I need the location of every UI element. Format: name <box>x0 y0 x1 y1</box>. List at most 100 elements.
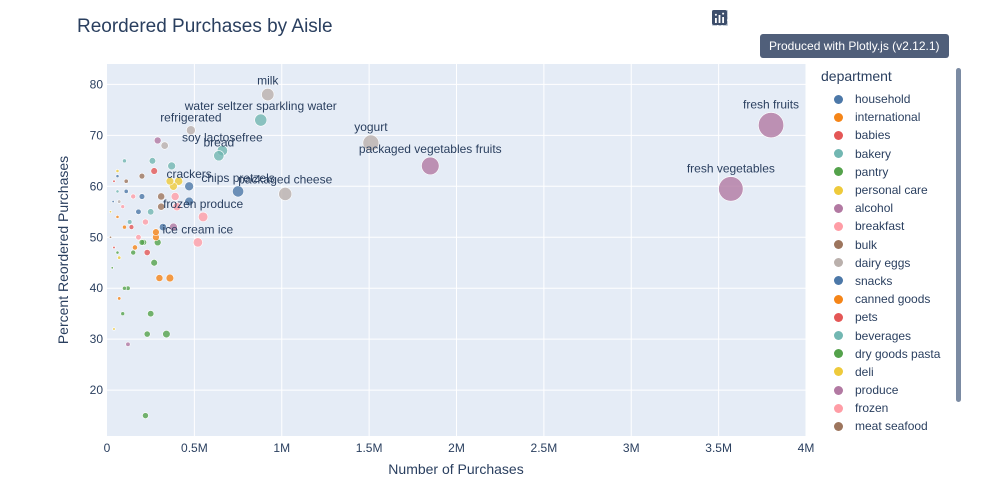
scatter-point[interactable] <box>123 188 129 194</box>
scatter-point[interactable] <box>152 228 160 236</box>
box-select-icon[interactable] <box>712 10 806 28</box>
pan-icon[interactable] <box>712 10 782 28</box>
scatter-point[interactable] <box>115 174 120 179</box>
scatter-point[interactable] <box>165 177 175 186</box>
scatter-point[interactable] <box>172 202 182 212</box>
scatter-point[interactable] <box>186 125 196 136</box>
scatter-point[interactable] <box>112 245 116 250</box>
scatter-point[interactable] <box>160 141 169 150</box>
legend-item[interactable]: pets <box>812 308 962 326</box>
legend-item[interactable]: meat seafood <box>812 417 962 435</box>
scatter-point[interactable] <box>213 150 225 162</box>
scatter-point[interactable] <box>128 224 135 230</box>
scatter-point[interactable] <box>138 239 146 246</box>
legend-item[interactable]: personal care <box>812 181 962 199</box>
scatter-point[interactable] <box>147 208 155 216</box>
legend-item[interactable]: beverages <box>812 326 962 344</box>
scatter-point[interactable] <box>138 172 146 180</box>
lasso-select-icon[interactable] <box>714 10 830 28</box>
scatter-point[interactable] <box>153 136 162 145</box>
scatter-point[interactable] <box>155 274 164 282</box>
scatter-point[interactable] <box>278 187 293 201</box>
scatter-point[interactable] <box>115 169 120 173</box>
zoom-out-icon[interactable] <box>712 10 878 28</box>
scatter-point[interactable] <box>148 157 157 165</box>
scatter-point[interactable] <box>122 285 127 291</box>
scatter-point[interactable] <box>421 156 440 176</box>
scatter-point[interactable] <box>108 210 112 214</box>
legend-item[interactable]: bulk <box>812 236 962 254</box>
scatter-point[interactable] <box>110 266 114 270</box>
scatter-point[interactable] <box>169 222 178 232</box>
scatter-point[interactable] <box>135 208 142 215</box>
scatter-point[interactable] <box>117 296 122 301</box>
home-icon[interactable] <box>712 10 926 28</box>
scatter-point[interactable] <box>125 341 131 347</box>
scatter-point[interactable] <box>174 176 184 186</box>
scatter-point[interactable] <box>142 218 149 226</box>
scatter-point[interactable] <box>138 193 146 200</box>
scatter-point[interactable] <box>117 199 122 204</box>
legend-item[interactable]: babies <box>812 126 962 144</box>
scatter-point[interactable] <box>111 200 115 204</box>
scatter-point[interactable] <box>232 185 244 198</box>
legend-item[interactable]: dairy eggs <box>812 254 962 272</box>
scatter-point[interactable] <box>117 255 122 260</box>
scatter-point[interactable] <box>120 311 125 316</box>
scatter-point[interactable] <box>115 214 120 219</box>
scatter-point[interactable] <box>158 223 167 232</box>
legend-item[interactable]: dry goods pasta <box>812 345 962 363</box>
legend-item[interactable]: international <box>812 108 962 126</box>
scatter-point[interactable] <box>108 235 112 239</box>
legend-item[interactable]: deli <box>812 363 962 381</box>
scatter-point[interactable] <box>150 259 158 267</box>
legend-item[interactable]: produce <box>812 381 962 399</box>
scatter-point[interactable] <box>184 181 194 192</box>
scatter-point[interactable] <box>718 176 744 202</box>
scatter-point[interactable] <box>147 310 155 318</box>
scatter-point[interactable] <box>130 193 137 200</box>
legend-item[interactable]: pantry <box>812 163 962 181</box>
autoscale-icon[interactable] <box>712 10 902 28</box>
scatter-point[interactable] <box>115 250 120 255</box>
scatter-point[interactable] <box>758 112 785 139</box>
scatter-point[interactable] <box>143 249 151 256</box>
scatter-point[interactable] <box>197 211 209 222</box>
legend-item[interactable]: frozen <box>812 399 962 417</box>
scatter-point[interactable] <box>122 158 127 164</box>
legend-item[interactable]: canned goods <box>812 290 962 308</box>
scatter-point[interactable] <box>157 192 166 201</box>
legend-item[interactable]: household <box>812 90 962 108</box>
scatter-point[interactable] <box>123 178 129 184</box>
scatter-point[interactable] <box>120 204 125 209</box>
scatter-point[interactable] <box>115 189 120 194</box>
scatter-point[interactable] <box>127 219 133 225</box>
scatter-point[interactable] <box>112 327 116 331</box>
data-points[interactable] <box>108 88 785 419</box>
scatter-point[interactable] <box>170 192 180 201</box>
zoom-icon[interactable] <box>712 10 758 28</box>
scatter-point[interactable] <box>162 329 171 339</box>
scatter-point[interactable] <box>165 273 175 283</box>
scatter-point[interactable] <box>362 134 380 152</box>
legend-item[interactable]: alcohol <box>812 199 962 217</box>
scatter-point[interactable] <box>143 330 151 338</box>
legend-scrollbar[interactable] <box>956 68 961 402</box>
scatter-point[interactable] <box>130 249 137 256</box>
legend-item[interactable]: snacks <box>812 272 962 290</box>
scatter-point[interactable] <box>112 179 116 183</box>
scatter-point[interactable] <box>184 196 194 207</box>
scatter-point[interactable] <box>142 412 149 419</box>
plotly-logo-icon[interactable] <box>712 10 950 28</box>
scatter-point[interactable] <box>254 113 268 127</box>
scatter-point[interactable] <box>192 237 203 248</box>
legend-item[interactable]: bakery <box>812 145 962 163</box>
scatter-point[interactable] <box>135 234 142 241</box>
scatter-point[interactable] <box>157 202 166 211</box>
zoom-in-icon[interactable] <box>712 10 854 28</box>
legend-item[interactable]: breakfast <box>812 217 962 235</box>
scatter-point[interactable] <box>122 224 127 230</box>
scatter-point[interactable] <box>261 88 275 102</box>
scatter-point[interactable] <box>150 167 158 175</box>
